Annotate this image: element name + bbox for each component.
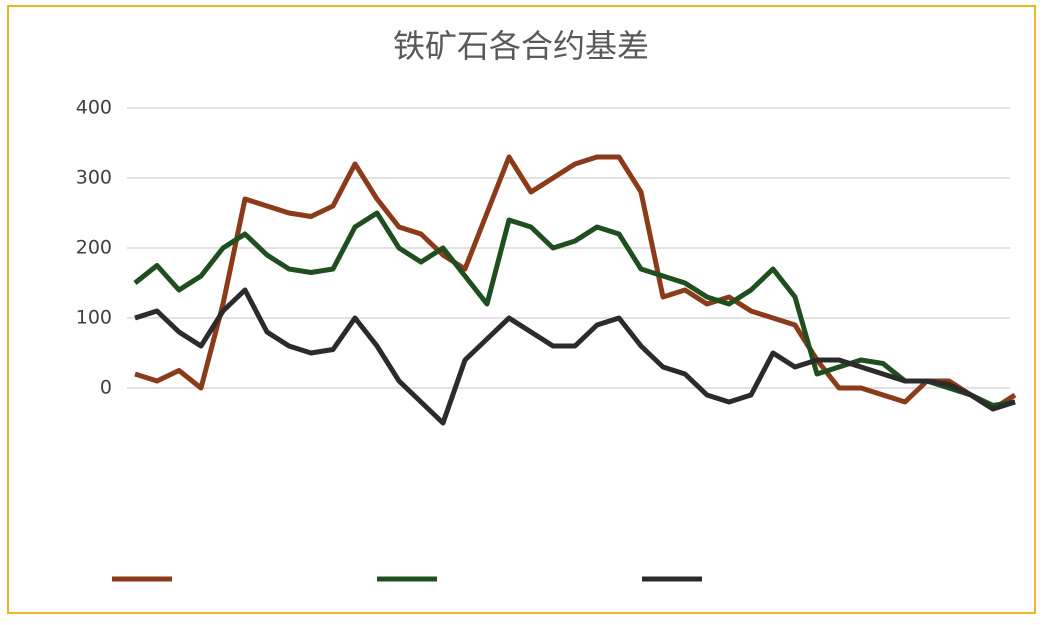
line-series [134, 154, 1017, 412]
line-series [133, 210, 1016, 408]
y-tick-label: 400 [76, 97, 112, 119]
y-tick-label: 300 [76, 167, 112, 189]
line-series [134, 287, 1016, 426]
chart-border [7, 5, 1036, 614]
y-tick-label: 100 [76, 307, 112, 329]
chart-title: 铁矿石各合约基差 [393, 27, 649, 65]
y-tick-label: 0 [100, 377, 112, 399]
y-tick-label: 200 [76, 237, 112, 259]
